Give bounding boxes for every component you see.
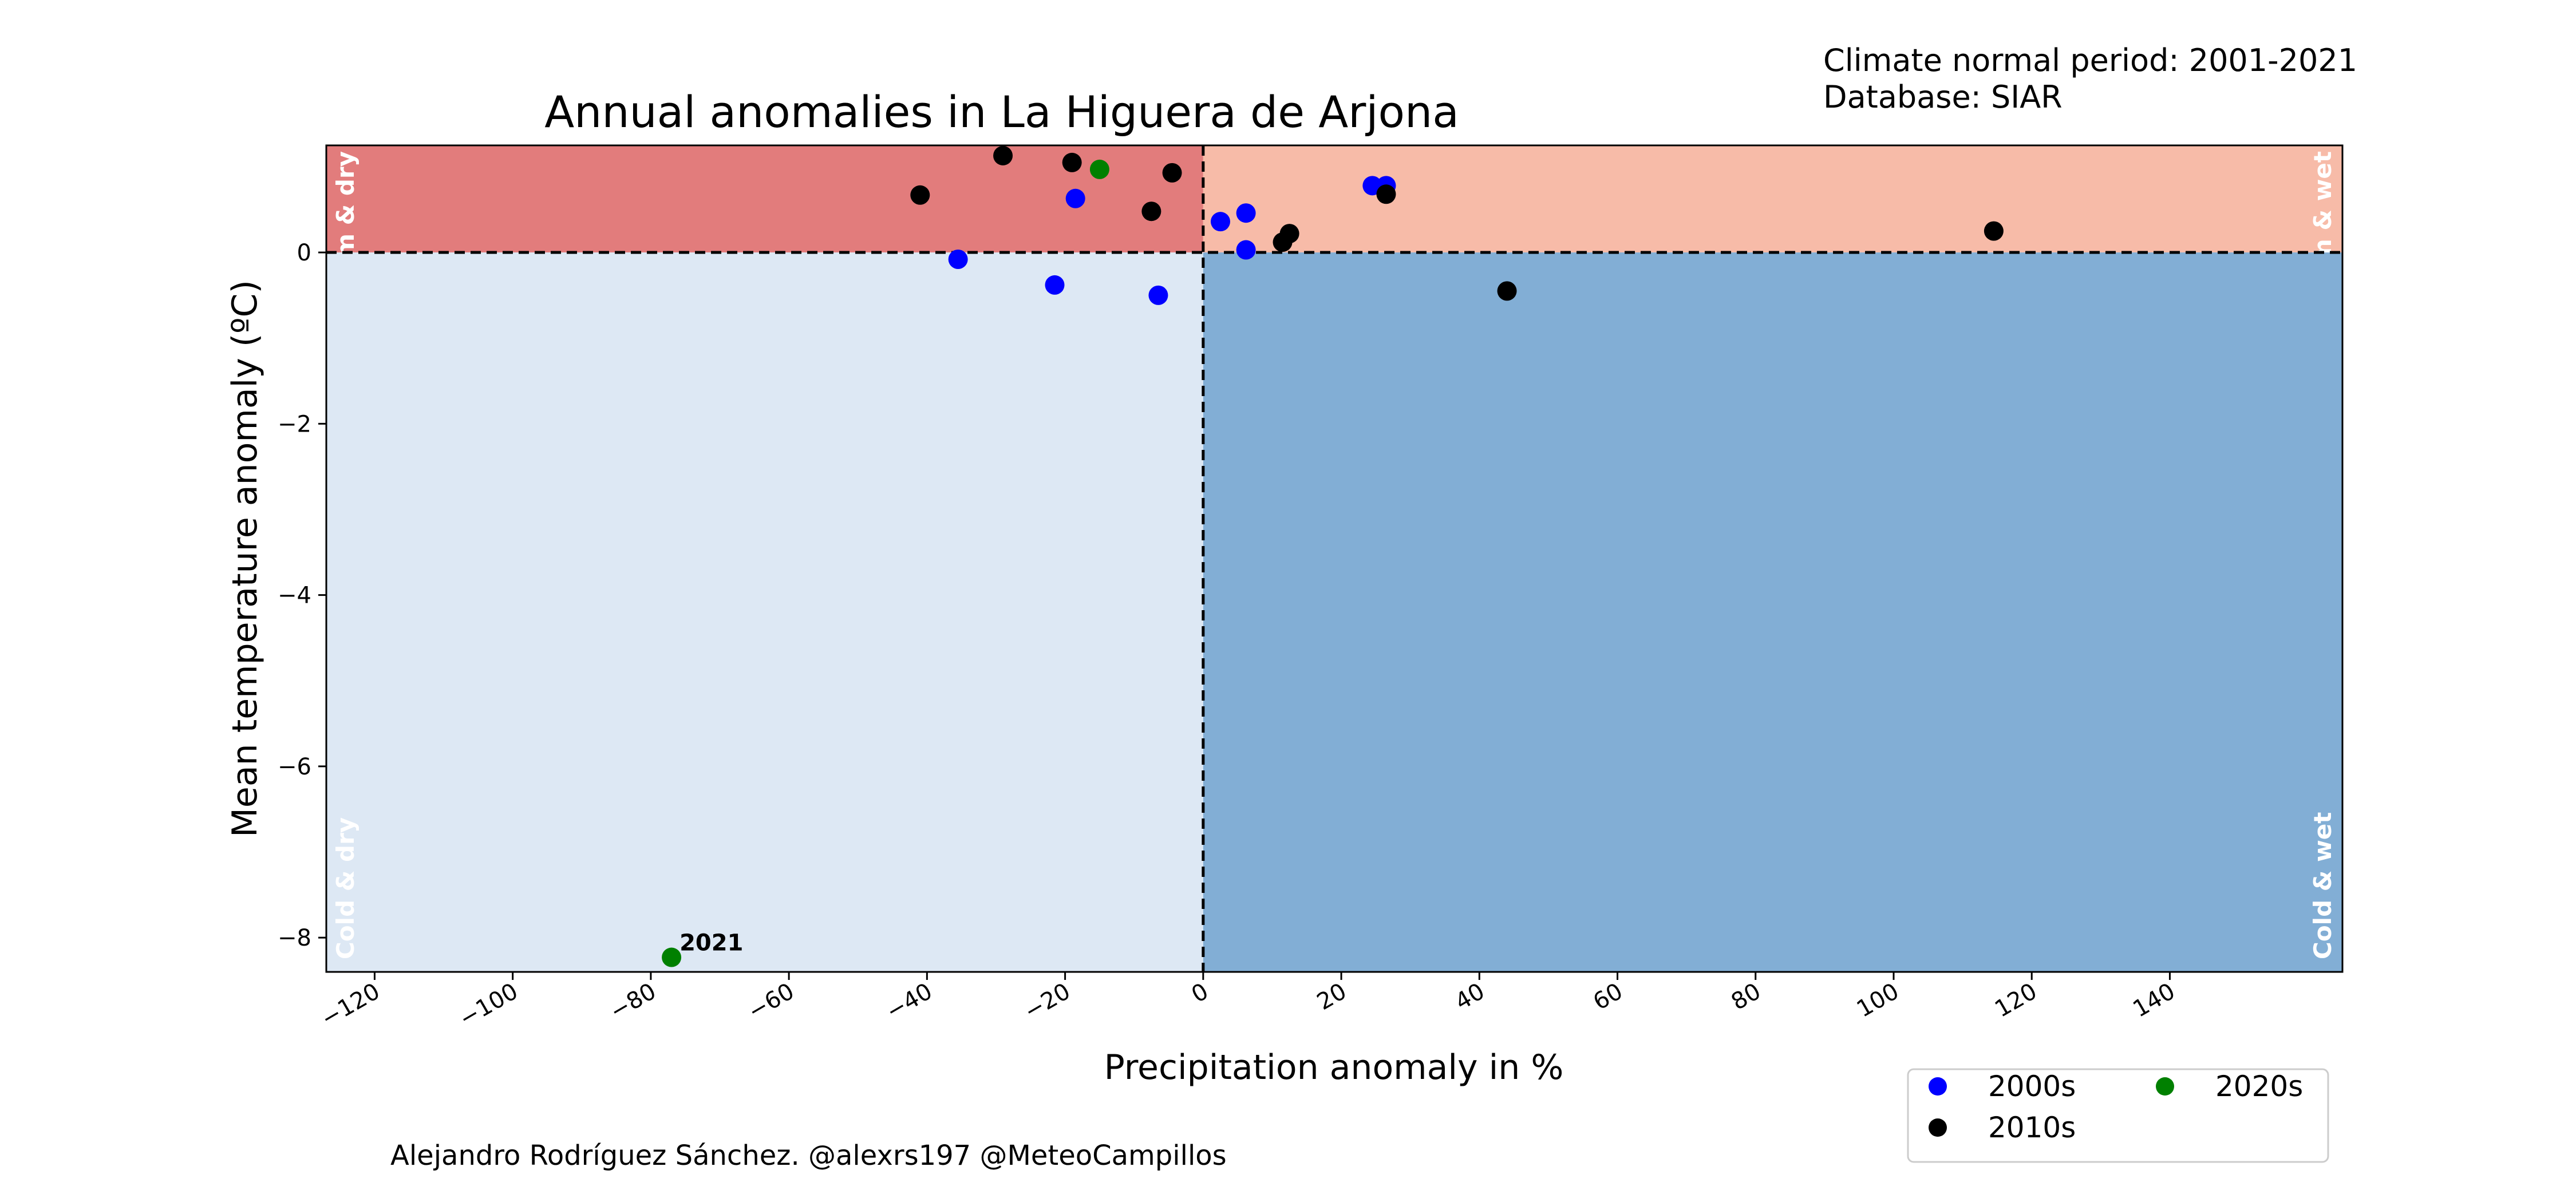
x-tick-label: −40 [882, 978, 937, 1025]
legend-frame [1907, 1068, 2329, 1163]
point-2010s [1162, 163, 1182, 183]
data-points: 2021 [662, 145, 2004, 967]
legend-marker-2020s [2156, 1077, 2174, 1096]
point-2010s [993, 145, 1013, 165]
legend: 2000s 2010s 2020s [1907, 1068, 2329, 1163]
legend-marker-2010s [1929, 1118, 1947, 1137]
x-tick-label: −80 [606, 978, 661, 1025]
point-2000s [1236, 203, 1256, 223]
point-annotation: 2021 [679, 930, 743, 956]
x-tick-label: 0 [1187, 978, 1213, 1009]
legend-label-2020s: 2020s [2215, 1070, 2303, 1103]
x-tick-label: −60 [744, 978, 799, 1025]
point-2000s [948, 250, 968, 270]
quadrant-cold-wet [1203, 252, 2342, 972]
y-tick-label: −4 [278, 583, 311, 609]
chart-title: Annual anomalies in La Higuera de Arjona [544, 86, 1459, 137]
point-2010s [1984, 221, 2004, 241]
y-tick-label: 0 [297, 240, 311, 266]
y-tick-label: −2 [278, 411, 311, 437]
point-2000s [1065, 188, 1085, 208]
point-2020s [662, 947, 682, 967]
x-tick-label: 20 [1313, 978, 1351, 1015]
legend-label-2010s: 2010s [1988, 1111, 2076, 1144]
point-2010s [1141, 201, 1161, 222]
point-2000s [1236, 240, 1256, 260]
quadrant-warm-wet [1203, 145, 2342, 253]
point-2010s [1376, 184, 1396, 204]
quadrant-label: Cold & wet [2309, 812, 2337, 959]
point-2000s [1045, 275, 1065, 295]
legend-marker-2000s [1929, 1077, 1947, 1096]
footer-credit: Alejandro Rodríguez Sánchez. @alexrs197 … [390, 1140, 1227, 1172]
x-tick-label: 80 [1727, 978, 1765, 1015]
x-tick-label: −120 [317, 978, 384, 1033]
legend-label-2000s: 2000s [1988, 1070, 2076, 1103]
quadrant-warm-dry [326, 145, 1203, 253]
x-tick-label: 40 [1451, 978, 1489, 1015]
point-2010s [1497, 281, 1517, 301]
quadrant-label: Cold & dry [331, 817, 359, 959]
info-line-2: Database: SIAR [1823, 79, 2063, 115]
x-tick-label: 140 [2128, 978, 2179, 1023]
x-axis-label: Precipitation anomaly in % [1104, 1047, 1564, 1088]
point-2020s [1089, 159, 1109, 179]
y-tick-label: −8 [278, 925, 311, 951]
x-tick-label: −20 [1020, 978, 1074, 1025]
point-2000s [1210, 212, 1230, 232]
quadrant-cold-dry [326, 252, 1203, 972]
x-tick-label: 60 [1589, 978, 1627, 1015]
info-line-1: Climate normal period: 2001-2021 [1823, 42, 2357, 78]
point-2000s [1148, 285, 1168, 305]
y-axis-label: Mean temperature anomaly (ºC) [225, 280, 265, 837]
point-2010s [1062, 152, 1082, 172]
x-tick-label: 120 [1990, 978, 2041, 1023]
point-2010s [910, 185, 930, 205]
point-2010s [1279, 224, 1299, 244]
zero-reference-lines [326, 145, 2342, 972]
plot-frame [325, 144, 2344, 973]
y-tick-label: −6 [278, 754, 311, 780]
x-tick-label: −100 [455, 978, 523, 1033]
x-tick-label: 100 [1852, 978, 1903, 1023]
